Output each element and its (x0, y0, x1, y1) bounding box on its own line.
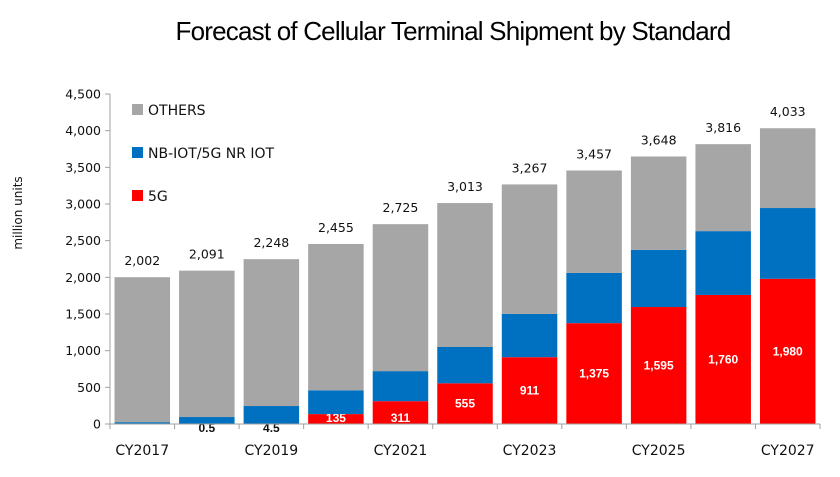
bar-segment-nb-iot-5g-nr-iot (372, 371, 429, 402)
legend-swatch (132, 147, 143, 158)
bar-segment-nb-iot-5g-nr-iot (243, 406, 300, 424)
x-tick-label: CY2025 (632, 443, 686, 459)
segment-value-label: 1,375 (579, 367, 609, 381)
bar-segment-others (372, 224, 429, 372)
segment-value-label: 1,595 (644, 359, 674, 373)
bar-segment-nb-iot-5g-nr-iot (308, 390, 364, 415)
bar-segment-5g (437, 383, 493, 424)
bar-segment-nb-iot-5g-nr-iot (114, 422, 171, 424)
x-tick-label: CY2019 (245, 443, 299, 459)
x-tick-label: CY2017 (115, 443, 169, 459)
bar-segment-others (566, 170, 622, 273)
bar-segment-others (695, 144, 751, 232)
legend-swatch (132, 190, 143, 201)
bar-segment-others (308, 243, 364, 391)
bar-segment-5g (566, 323, 622, 424)
bar-segment-others (630, 156, 687, 250)
bar-segment-nb-iot-5g-nr-iot (695, 231, 751, 295)
bar-segment-nb-iot-5g-nr-iot (566, 272, 622, 324)
bar-total-label: 2,455 (318, 220, 354, 235)
legend-label: OTHERS (148, 103, 206, 119)
y-tick-label: 2,000 (65, 270, 101, 285)
bars: 2,002 0.5 2,091 4.5 2,248 135 2,455 311 2,725 555… (114, 104, 816, 435)
chart-title: Forecast of Cellular Terminal Shipment b… (175, 16, 732, 46)
bar-total-label: 3,816 (705, 120, 741, 135)
bar-total-label: 3,267 (512, 160, 548, 175)
bar-segment-others (501, 184, 558, 314)
bar-total-label: 3,457 (576, 146, 612, 161)
segment-value-label: 135 (326, 411, 346, 425)
bar-segment-others (114, 277, 171, 423)
y-tick-label: 500 (77, 380, 101, 395)
bar-segment-others (179, 270, 235, 418)
bar-total-label: 2,248 (253, 235, 289, 250)
bar-segment-nb-iot-5g-nr-iot (179, 417, 235, 424)
bar-segment-others (437, 203, 493, 347)
bar-segment-5g (759, 278, 816, 424)
y-tick-label: 4,000 (65, 123, 101, 138)
x-tick-label: CY2021 (374, 443, 428, 459)
y-tick-label: 4,500 (65, 87, 101, 102)
bar-segment-nb-iot-5g-nr-iot (759, 208, 816, 279)
bar-segment-nb-iot-5g-nr-iot (437, 347, 493, 384)
x-tick-label: CY2023 (503, 443, 557, 459)
y-tick-label: 3,500 (65, 160, 101, 175)
legend-swatch (132, 104, 143, 115)
bar-segment-5g (308, 414, 364, 424)
bar-segment-5g (630, 307, 687, 424)
bar-total-label: 4,033 (770, 104, 806, 119)
y-tick-label: 3,000 (65, 197, 101, 212)
segment-value-label: 1,980 (773, 344, 803, 358)
legend-label: 5G (148, 189, 168, 205)
y-tick-label: 2,500 (65, 233, 101, 248)
y-tick-label: 0 (93, 417, 101, 432)
y-axis: 0 500 1,000 1,500 2,000 2,500 3,000 3,500 4,000 4… (65, 87, 111, 432)
bar-segment-5g (695, 294, 751, 424)
bar-segment-5g (501, 357, 558, 424)
bar-total-label: 3,013 (447, 179, 483, 194)
legend-label: NB-IOT/5G NR IOT (148, 146, 275, 162)
bar-total-label: 2,002 (124, 253, 160, 268)
bar-total-label: 2,091 (189, 247, 225, 262)
segment-value-label: 555 (455, 397, 475, 411)
segment-value-label: 0.5 (198, 421, 215, 435)
segment-value-label: 1,760 (708, 352, 738, 366)
y-tick-label: 1,500 (65, 307, 101, 322)
bar-total-label: 3,648 (641, 132, 677, 147)
segment-value-label: 4.5 (263, 421, 280, 435)
x-tick-label: CY2027 (761, 443, 815, 459)
legend: OTHERS NB-IOT/5G NR IOT 5G (132, 103, 275, 205)
y-tick-label: 1,000 (65, 343, 101, 358)
bar-segment-others (759, 128, 816, 209)
bar-total-label: 2,725 (383, 200, 419, 215)
bar-segment-nb-iot-5g-nr-iot (501, 313, 558, 358)
segment-value-label: 911 (520, 384, 540, 398)
segment-value-label: 311 (391, 411, 411, 425)
bar-segment-5g (372, 401, 429, 424)
x-axis: CY2017 CY2019 CY2021 CY2023 CY2025 CY2027 (109, 423, 821, 459)
bar-segment-nb-iot-5g-nr-iot (630, 249, 687, 308)
bar-segment-others (243, 259, 300, 407)
y-axis-label: million units (11, 176, 25, 249)
